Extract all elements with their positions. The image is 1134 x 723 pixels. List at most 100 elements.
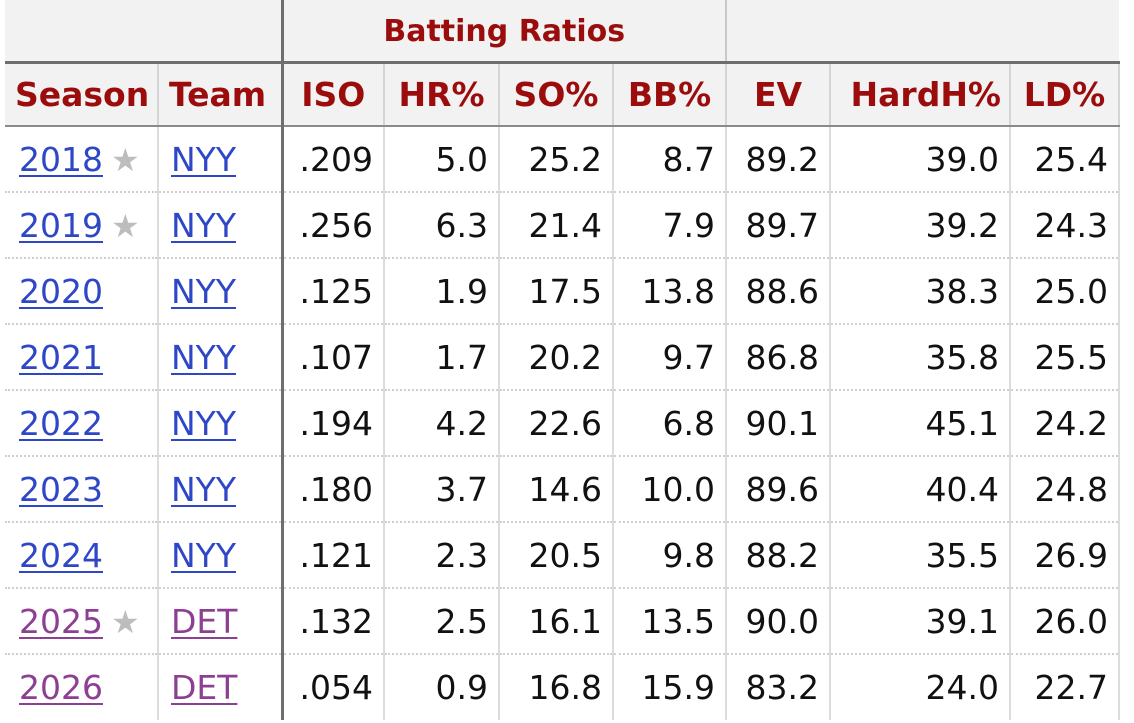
ld-pct-cell: 24.3	[1010, 192, 1120, 259]
bb-pct-cell: 6.8	[613, 390, 727, 457]
iso-cell: .194	[282, 390, 385, 457]
season-link[interactable]: 2022	[19, 403, 103, 443]
ld-pct-cell: 22.7	[1010, 654, 1120, 720]
bb-pct-cell: 13.5	[613, 588, 727, 655]
team-cell: NYY	[158, 258, 284, 325]
hr-pct-cell: 3.7	[384, 456, 500, 523]
season-cell: 2018 ★	[5, 126, 159, 193]
table-row: 2025 ★ DET .132 2.5 16.1 13.5 90.0 39.1 26.0	[5, 588, 1120, 655]
all-star-icon: ★	[110, 602, 140, 641]
group-spacer	[5, 0, 284, 64]
season-cell: 2023	[5, 456, 159, 523]
all-star-icon: ★	[110, 140, 140, 179]
team-cell: NYY	[158, 390, 284, 457]
hr-pct-cell: 6.3	[384, 192, 500, 259]
ld-pct-cell: 24.2	[1010, 390, 1120, 457]
so-pct-cell: 20.5	[499, 522, 614, 589]
table-row: 2024 NYY .121 2.3 20.5 9.8 88.2 35.5 26.9	[5, 522, 1120, 589]
ld-pct-cell: 25.4	[1010, 126, 1120, 193]
so-pct-cell: 20.2	[499, 324, 614, 391]
header-iso[interactable]: ISO	[282, 62, 385, 127]
team-cell: DET	[158, 654, 284, 720]
header-bb-pct[interactable]: BB%	[613, 62, 727, 127]
iso-cell: .121	[282, 522, 385, 589]
team-link[interactable]: NYY	[171, 337, 237, 377]
hardh-pct-cell: 40.4	[830, 456, 1011, 523]
team-link[interactable]: DET	[171, 601, 238, 641]
season-link[interactable]: 2019	[19, 205, 103, 245]
ld-pct-cell: 24.8	[1010, 456, 1120, 523]
iso-cell: .256	[282, 192, 385, 259]
team-link[interactable]: NYY	[171, 205, 237, 245]
header-ld-pct[interactable]: LD%	[1010, 62, 1120, 127]
so-pct-cell: 16.8	[499, 654, 614, 720]
season-link[interactable]: 2023	[19, 469, 103, 509]
ev-cell: 86.8	[726, 324, 831, 391]
hr-pct-cell: 1.7	[384, 324, 500, 391]
team-link[interactable]: NYY	[171, 535, 237, 575]
team-link[interactable]: DET	[171, 668, 238, 707]
iso-cell: .132	[282, 588, 385, 655]
ev-cell: 89.2	[726, 126, 831, 193]
season-cell: 2025 ★	[5, 588, 159, 655]
bb-pct-cell: 15.9	[613, 654, 727, 720]
hardh-pct-cell: 39.1	[830, 588, 1011, 655]
table-row: 2019 ★ NYY .256 6.3 21.4 7.9 89.7 39.2 24.3	[5, 192, 1120, 259]
ld-pct-cell: 26.0	[1010, 588, 1120, 655]
team-cell: NYY	[158, 456, 284, 523]
season-link[interactable]: 2018	[19, 139, 103, 179]
so-pct-cell: 21.4	[499, 192, 614, 259]
header-ev[interactable]: EV	[726, 62, 831, 127]
header-hr-pct[interactable]: HR%	[384, 62, 500, 127]
bb-pct-cell: 7.9	[613, 192, 727, 259]
iso-cell: .054	[282, 654, 385, 720]
column-group-row: Batting Ratios	[5, 0, 1119, 64]
ld-pct-cell: 25.0	[1010, 258, 1120, 325]
hr-pct-cell: 5.0	[384, 126, 500, 193]
season-cell: 2021	[5, 324, 159, 391]
season-link[interactable]: 2024	[19, 535, 103, 575]
table-row: 2018 ★ NYY .209 5.0 25.2 8.7 89.2 39.0 25.4	[5, 126, 1120, 193]
bb-pct-cell: 9.7	[613, 324, 727, 391]
hr-pct-cell: 2.5	[384, 588, 500, 655]
ld-pct-cell: 25.5	[1010, 324, 1120, 391]
season-cell: 2020	[5, 258, 159, 325]
header-so-pct[interactable]: SO%	[499, 62, 614, 127]
team-cell: NYY	[158, 324, 284, 391]
season-cell: 2022	[5, 390, 159, 457]
table-row: 2026 DET .054 0.9 16.8 15.9 83.2 24.0 22.7	[5, 654, 1120, 720]
all-star-icon: ★	[110, 206, 140, 245]
season-link[interactable]: 2021	[19, 337, 103, 377]
season-link[interactable]: 2025	[19, 601, 103, 641]
hardh-pct-cell: 35.8	[830, 324, 1011, 391]
hr-pct-cell: 4.2	[384, 390, 500, 457]
team-link[interactable]: NYY	[171, 271, 237, 311]
ev-cell: 90.0	[726, 588, 831, 655]
season-cell: 2024	[5, 522, 159, 589]
iso-cell: .107	[282, 324, 385, 391]
ev-cell: 90.1	[726, 390, 831, 457]
bb-pct-cell: 10.0	[613, 456, 727, 523]
hardh-pct-cell: 35.5	[830, 522, 1011, 589]
team-link[interactable]: NYY	[171, 469, 237, 509]
header-row: Season Team ISO HR% SO% BB% EV HardH% LD…	[5, 62, 1120, 127]
hardh-pct-cell: 24.0	[830, 654, 1011, 720]
team-link[interactable]: NYY	[171, 139, 237, 179]
iso-cell: .125	[282, 258, 385, 325]
team-cell: NYY	[158, 522, 284, 589]
season-link[interactable]: 2026	[19, 668, 103, 707]
table-row: 2023 NYY .180 3.7 14.6 10.0 89.6 40.4 24.8	[5, 456, 1120, 523]
ev-cell: 88.6	[726, 258, 831, 325]
batting-ratios-table: Batting Ratios Season Team ISO HR% SO% B…	[5, 0, 1120, 720]
header-season[interactable]: Season	[5, 62, 159, 127]
hr-pct-cell: 0.9	[384, 654, 500, 720]
so-pct-cell: 22.6	[499, 390, 614, 457]
iso-cell: .209	[282, 126, 385, 193]
ev-cell: 89.7	[726, 192, 831, 259]
season-link[interactable]: 2020	[19, 271, 103, 311]
header-hardh-pct[interactable]: HardH%	[830, 62, 1011, 127]
team-link[interactable]: NYY	[171, 403, 237, 443]
team-cell: DET	[158, 588, 284, 655]
header-team[interactable]: Team	[158, 62, 284, 127]
so-pct-cell: 25.2	[499, 126, 614, 193]
